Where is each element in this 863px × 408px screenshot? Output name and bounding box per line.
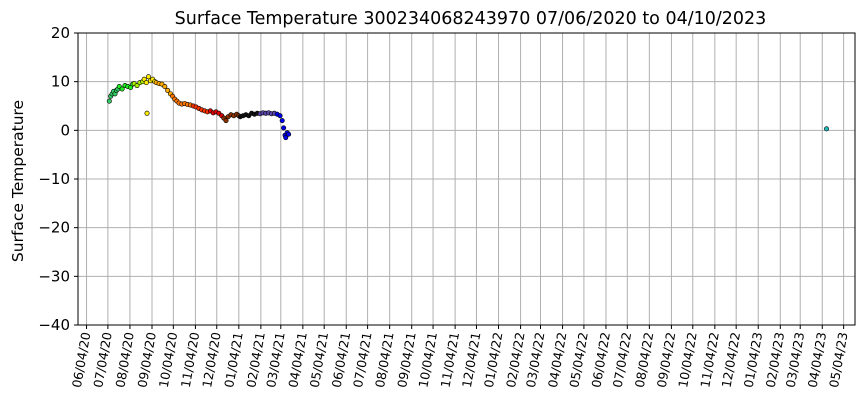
- y-axis-label: Surface Temperature: [9, 100, 27, 262]
- x-tick-label: 11/04/20: [178, 331, 203, 389]
- data-point: [279, 118, 285, 124]
- y-tick-label: 0: [60, 121, 70, 139]
- y-tick-label: 20: [51, 24, 70, 42]
- x-tick-label: 01/04/22: [481, 331, 506, 389]
- y-axis-ticks: 20 10 0 −10 −20 −30 −40: [38, 24, 78, 334]
- data-point: [106, 98, 112, 104]
- x-tick-label: 04/04/21: [285, 331, 310, 389]
- x-tick-label: 08/04/20: [112, 331, 137, 389]
- x-tick-label: 10/04/20: [156, 331, 181, 389]
- x-tick-label: 06/04/21: [329, 331, 354, 389]
- grid: [78, 32, 855, 326]
- x-tick-label: 12/04/21: [459, 331, 484, 389]
- data-point: [223, 118, 229, 124]
- y-tick-label: 10: [51, 73, 70, 91]
- x-tick-label: 09/04/21: [394, 331, 419, 389]
- data-point: [286, 131, 292, 137]
- y-tick-label: −10: [38, 170, 70, 188]
- data-point: [283, 135, 289, 141]
- x-tick-label: 09/04/22: [654, 331, 679, 389]
- data-point: [162, 84, 168, 90]
- y-tick-label: −20: [38, 219, 70, 237]
- x-tick-label: 12/04/20: [199, 331, 224, 389]
- data-point: [143, 80, 149, 86]
- x-tick-label: 04/04/22: [545, 331, 570, 389]
- x-tick-label: 01/04/21: [221, 331, 246, 389]
- data-point: [134, 83, 140, 89]
- x-tick-label: 05/04/22: [566, 331, 591, 389]
- chart-title: Surface Temperature 300234068243970 07/0…: [175, 9, 767, 29]
- x-tick-label: 07/04/22: [610, 331, 635, 389]
- x-tick-label: 03/04/22: [523, 331, 548, 389]
- x-tick-label: 06/04/20: [69, 331, 94, 389]
- x-tick-label: 07/04/20: [90, 331, 115, 389]
- x-tick-label: 11/04/21: [438, 331, 463, 389]
- data-point: [165, 87, 171, 93]
- y-tick-label: −30: [38, 267, 70, 285]
- x-tick-label: 11/04/22: [697, 331, 722, 389]
- data-point: [281, 125, 287, 131]
- x-tick-label: 06/04/22: [588, 331, 613, 389]
- x-tick-label: 09/04/20: [134, 331, 159, 389]
- x-tick-label: 03/04/23: [783, 331, 808, 389]
- x-tick-label: 07/04/21: [350, 331, 375, 389]
- data-point: [144, 110, 150, 116]
- data-point: [824, 126, 830, 132]
- x-tick-label: 10/04/22: [675, 331, 700, 389]
- y-tick-label: −40: [38, 316, 70, 334]
- x-tick-label: 05/04/23: [826, 331, 851, 389]
- x-tick-label: 10/04/21: [415, 331, 440, 389]
- x-tick-label: 08/04/22: [632, 331, 657, 389]
- x-tick-label: 03/04/21: [263, 331, 288, 389]
- x-axis-ticks: 06/04/2007/04/2008/04/2009/04/2010/04/20…: [69, 325, 851, 389]
- x-tick-label: 12/04/22: [719, 331, 744, 389]
- data-point: [119, 86, 125, 92]
- data-point: [145, 74, 151, 80]
- x-tick-label: 01/04/23: [741, 331, 766, 389]
- x-tick-label: 05/04/21: [307, 331, 332, 389]
- data-points: [106, 74, 830, 141]
- x-tick-label: 08/04/21: [372, 331, 397, 389]
- data-point: [277, 113, 283, 119]
- x-tick-label: 04/04/23: [805, 331, 830, 389]
